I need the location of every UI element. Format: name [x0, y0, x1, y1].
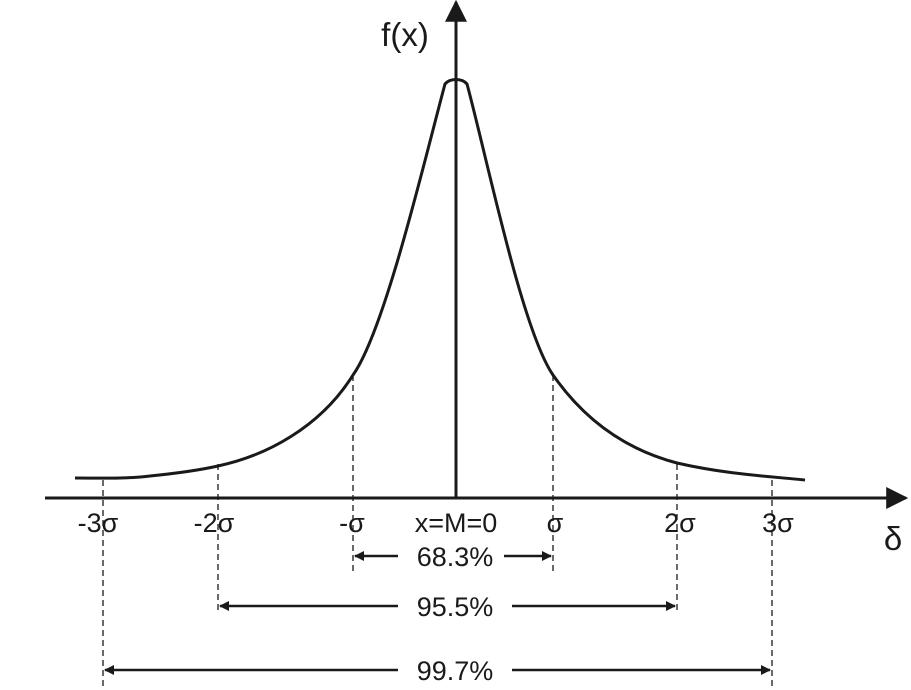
x-axis-label: δ	[884, 520, 902, 557]
tick-label-2-sigma: 2σ	[664, 508, 696, 538]
tick-label-minus-3-sigma: -3σ	[78, 508, 119, 538]
y-axis-label: f(x)	[381, 16, 429, 53]
tick-label-origin: x=M=0	[415, 508, 498, 538]
range-label-95: 95.5%	[417, 592, 494, 622]
distribution-curve	[74, 78, 806, 482]
range-label-99: 99.7%	[417, 656, 494, 686]
range-label-68: 68.3%	[417, 542, 494, 572]
tick-label-3-sigma: 3σ	[762, 508, 794, 538]
tick-label-sigma: σ	[547, 508, 564, 538]
tick-label-minus-sigma: -σ	[339, 508, 365, 538]
tick-label-minus-2-sigma: -2σ	[194, 508, 235, 538]
